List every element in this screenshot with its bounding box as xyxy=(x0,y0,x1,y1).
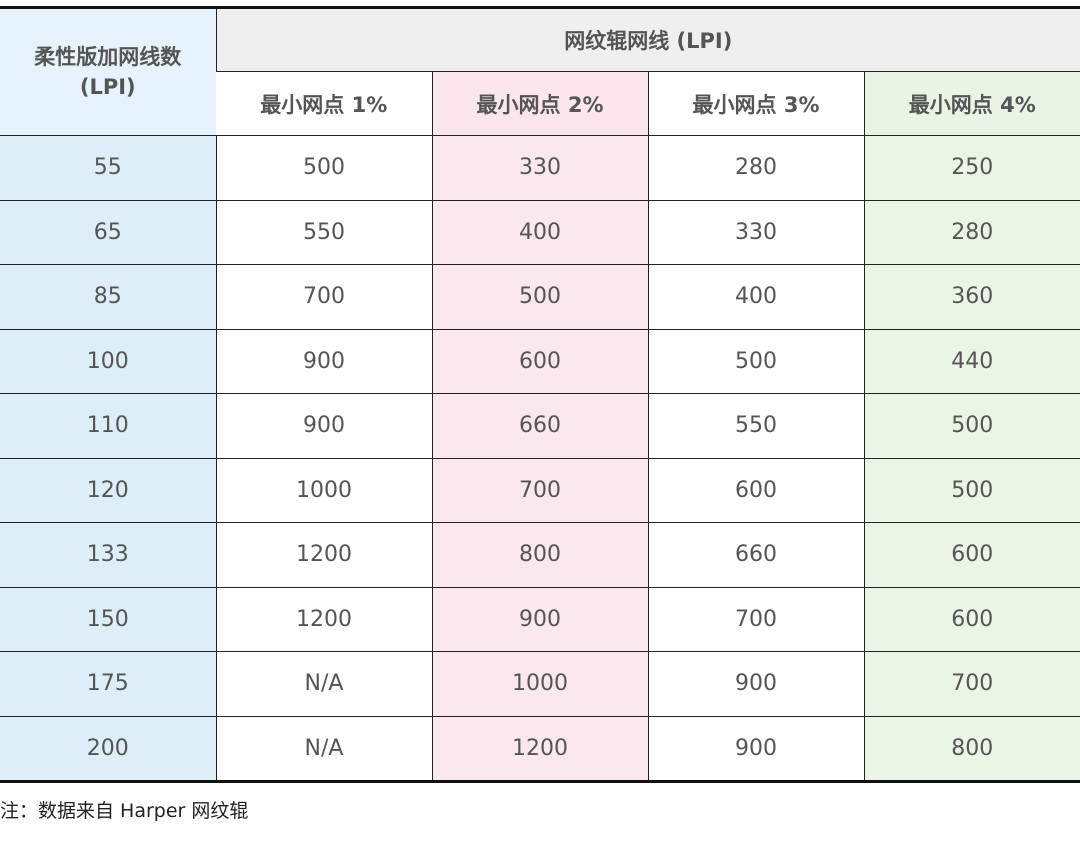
cell-min-dot-4: 500 xyxy=(863,458,1080,523)
flexo-lpi-header: 柔性版加网线数 (LPI) xyxy=(0,9,216,136)
anilox-table-container: 柔性版加网线数 (LPI) 网纹辊网线 (LPI) 最小网点 1% 最小网点 2… xyxy=(0,6,1080,783)
cell-min-dot-1: 900 xyxy=(215,329,432,394)
cell-flexo-lpi: 133 xyxy=(0,522,216,588)
cell-min-dot-3: 600 xyxy=(647,458,864,523)
cell-min-dot-2: 800 xyxy=(431,522,648,588)
cell-min-dot-4: 280 xyxy=(863,200,1080,265)
table-row: 150 1200 900 700 600 xyxy=(0,587,1080,652)
cell-min-dot-1: 1000 xyxy=(215,458,432,523)
cell-min-dot-3: 900 xyxy=(647,651,864,717)
cell-min-dot-4: 500 xyxy=(863,393,1080,459)
header-row-subheaders: 最小网点 1% 最小网点 2% 最小网点 3% 最小网点 4% xyxy=(0,71,1080,136)
cell-min-dot-2: 660 xyxy=(431,393,648,459)
cell-min-dot-2: 500 xyxy=(431,264,648,330)
cell-min-dot-4: 360 xyxy=(863,264,1080,330)
cell-min-dot-3: 400 xyxy=(647,264,864,330)
cell-min-dot-1: N/A xyxy=(215,716,432,780)
cell-min-dot-4: 800 xyxy=(863,716,1080,780)
subheader-min-dot-3: 最小网点 3% xyxy=(647,71,864,136)
cell-min-dot-3: 500 xyxy=(647,329,864,394)
cell-min-dot-3: 330 xyxy=(647,200,864,265)
cell-min-dot-2: 600 xyxy=(431,329,648,394)
cell-min-dot-4: 700 xyxy=(863,651,1080,717)
cell-min-dot-2: 900 xyxy=(431,587,648,652)
cell-flexo-lpi: 120 xyxy=(0,458,216,523)
cell-min-dot-4: 440 xyxy=(863,329,1080,394)
cell-min-dot-3: 660 xyxy=(647,522,864,588)
cell-flexo-lpi: 55 xyxy=(0,135,216,201)
source-note: 注：数据来自 Harper 网纹辊 xyxy=(0,800,249,822)
cell-flexo-lpi: 175 xyxy=(0,651,216,717)
cell-min-dot-1: 900 xyxy=(215,393,432,459)
cell-min-dot-4: 250 xyxy=(863,135,1080,201)
header-row-group: 柔性版加网线数 (LPI) 网纹辊网线 (LPI) xyxy=(0,9,1080,136)
table-row: 175 N/A 1000 900 700 xyxy=(0,651,1080,717)
cell-min-dot-2: 330 xyxy=(431,135,648,201)
cell-flexo-lpi: 100 xyxy=(0,329,216,394)
subheader-min-dot-2: 最小网点 2% xyxy=(431,71,648,136)
flexo-lpi-header-line2: (LPI) xyxy=(79,75,136,99)
cell-min-dot-4: 600 xyxy=(863,587,1080,652)
anilox-lpi-table: 柔性版加网线数 (LPI) 网纹辊网线 (LPI) 最小网点 1% 最小网点 2… xyxy=(0,9,1080,780)
cell-min-dot-3: 550 xyxy=(647,393,864,459)
cell-flexo-lpi: 150 xyxy=(0,587,216,652)
cell-flexo-lpi: 85 xyxy=(0,264,216,330)
cell-flexo-lpi: 110 xyxy=(0,393,216,459)
table-row: 55 500 330 280 250 xyxy=(0,135,1080,201)
subheader-min-dot-1: 最小网点 1% xyxy=(216,71,432,136)
cell-min-dot-1: 500 xyxy=(215,135,432,201)
table-row: 100 900 600 500 440 xyxy=(0,329,1080,394)
cell-min-dot-1: N/A xyxy=(215,651,432,717)
table-row: 65 550 400 330 280 xyxy=(0,200,1080,265)
cell-min-dot-3: 700 xyxy=(647,587,864,652)
table-row: 110 900 660 550 500 xyxy=(0,393,1080,459)
cell-min-dot-1: 1200 xyxy=(215,522,432,588)
anilox-lpi-group-header: 网纹辊网线 (LPI) xyxy=(215,9,1080,72)
cell-min-dot-2: 1000 xyxy=(431,651,648,717)
cell-min-dot-1: 550 xyxy=(215,200,432,265)
cell-min-dot-2: 400 xyxy=(431,200,648,265)
cell-min-dot-3: 900 xyxy=(647,716,864,780)
cell-min-dot-1: 1200 xyxy=(215,587,432,652)
table-row: 85 700 500 400 360 xyxy=(0,264,1080,330)
cell-min-dot-1: 700 xyxy=(215,264,432,330)
cell-flexo-lpi: 200 xyxy=(0,716,216,780)
cell-min-dot-3: 280 xyxy=(647,135,864,201)
cell-flexo-lpi: 65 xyxy=(0,200,216,265)
cell-min-dot-2: 1200 xyxy=(431,716,648,780)
table-row: 120 1000 700 600 500 xyxy=(0,458,1080,523)
cell-min-dot-2: 700 xyxy=(431,458,648,523)
table-row: 133 1200 800 660 600 xyxy=(0,522,1080,588)
cell-min-dot-4: 600 xyxy=(863,522,1080,588)
table-row: 200 N/A 1200 900 800 xyxy=(0,716,1080,780)
flexo-lpi-header-line1: 柔性版加网线数 xyxy=(34,45,182,69)
subheader-min-dot-4: 最小网点 4% xyxy=(863,71,1080,136)
